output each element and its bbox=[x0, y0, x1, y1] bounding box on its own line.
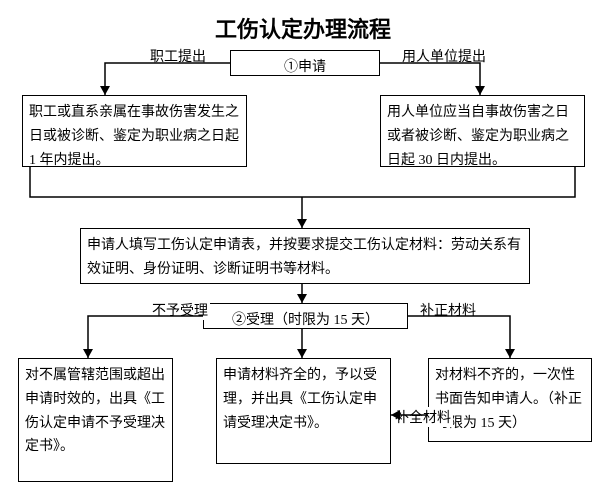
reject-box: 对不属管辖范围或超出申请时效的，出具《工伤认定申请不予受理决定书》。 bbox=[18, 358, 173, 482]
step2-box: ②受理（时限为 15 天） bbox=[203, 303, 408, 329]
employer-deadline-box: 用人单位应当自事故伤害之日或者被诊断、鉴定为职业病之日起 30 日内提出。 bbox=[380, 95, 585, 167]
accept-box: 申请材料齐全的，予以受理，并出具《工伤认定申请受理决定书》。 bbox=[216, 358, 391, 464]
reject-label: 不予受理 bbox=[150, 300, 210, 320]
employee-submit-label: 职工提出 bbox=[148, 46, 208, 66]
employee-deadline-box: 职工或直系亲属在事故伤害发生之日或被诊断、鉴定为职业病之日起 1 年内提出。 bbox=[22, 95, 247, 167]
employer-submit-label: 用人单位提出 bbox=[400, 46, 488, 66]
supplement2-label: 补全材料 bbox=[393, 407, 453, 427]
page-title: 工伤认定办理流程 bbox=[0, 12, 606, 44]
step1-box: ①申请 bbox=[230, 50, 380, 76]
materials-box: 申请人填写工伤认定申请表，并按要求提交工伤认定材料：劳动关系有效证明、身份证明、… bbox=[80, 228, 530, 284]
supplement-box: 对材料不齐的，一次性书面告知申请人。（补正时限为 15 天） bbox=[428, 358, 592, 442]
supplement-label: 补正材料 bbox=[418, 300, 478, 320]
